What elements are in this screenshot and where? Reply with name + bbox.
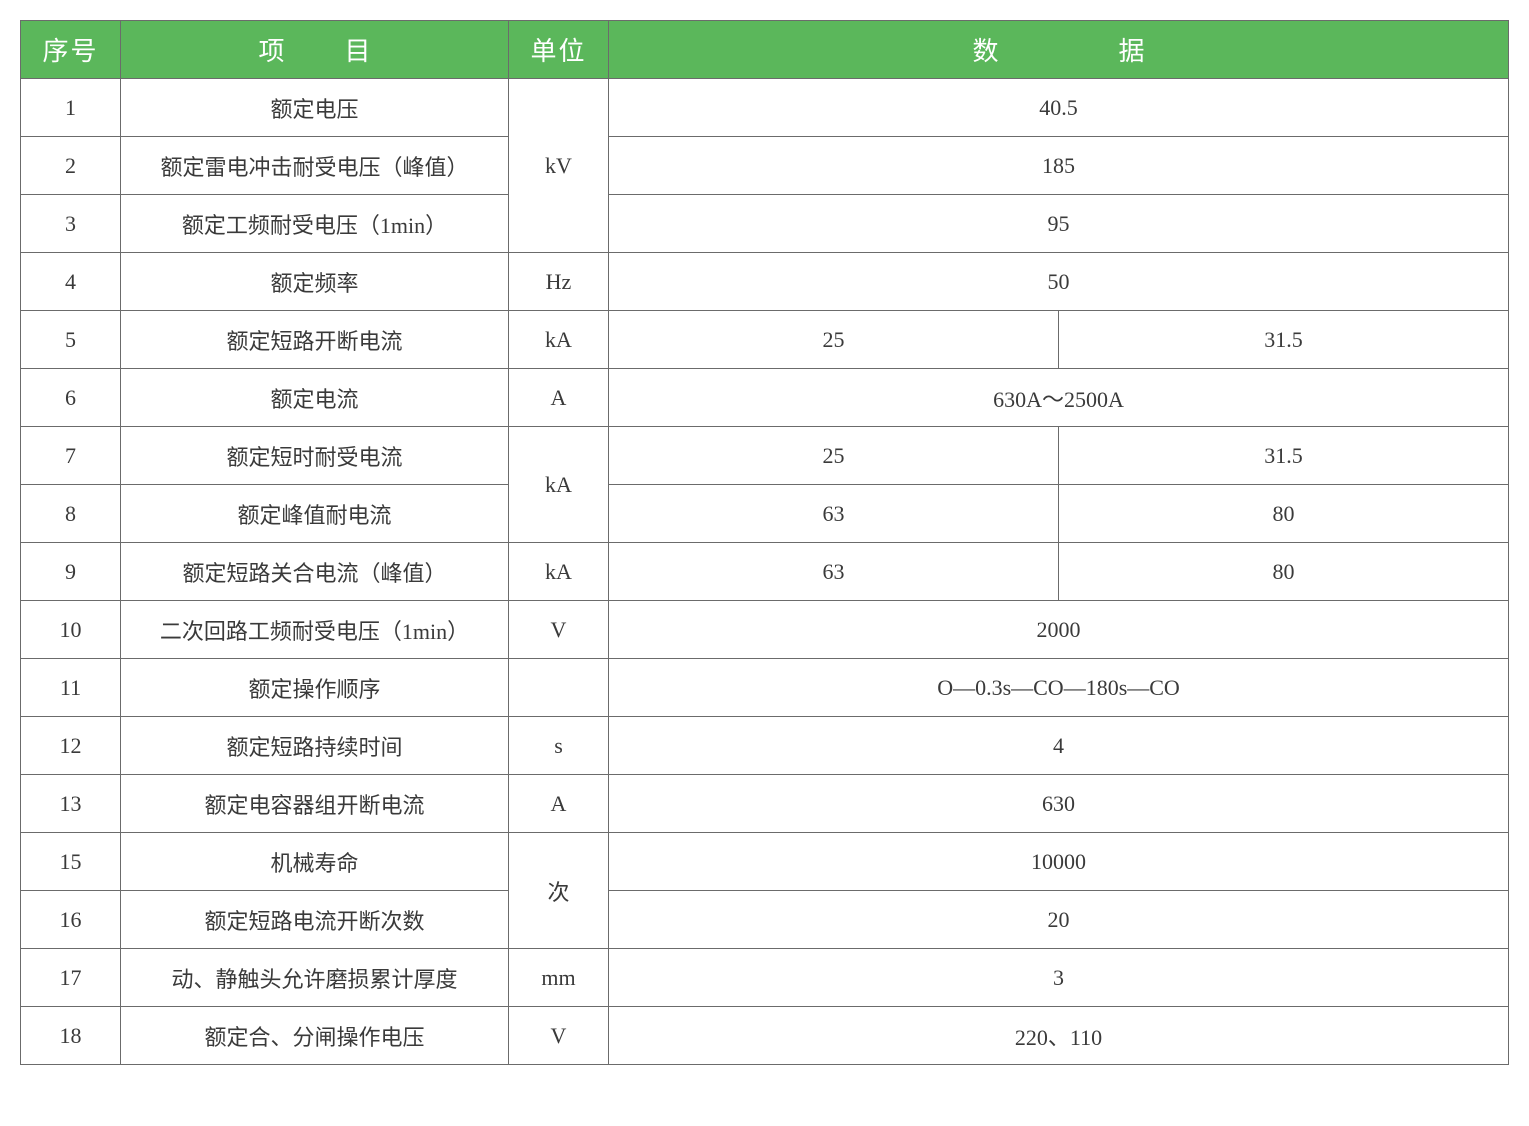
cell-num: 2 xyxy=(21,137,121,195)
cell-data-b: 80 xyxy=(1059,485,1509,543)
table-row: 8 额定峰值耐电流 63 80 xyxy=(21,485,1509,543)
cell-num: 5 xyxy=(21,311,121,369)
cell-unit: Hz xyxy=(509,253,609,311)
header-data: 数据 xyxy=(609,21,1509,79)
cell-num: 9 xyxy=(21,543,121,601)
header-unit: 单位 xyxy=(509,21,609,79)
cell-unit: kV xyxy=(509,79,609,253)
cell-unit: kA xyxy=(509,311,609,369)
table-row: 3 额定工频耐受电压（1min） 95 xyxy=(21,195,1509,253)
cell-name: 额定短时耐受电流 xyxy=(121,427,509,485)
cell-name: 额定短路持续时间 xyxy=(121,717,509,775)
cell-num: 7 xyxy=(21,427,121,485)
cell-data-a: 63 xyxy=(609,485,1059,543)
table-row: 16 额定短路电流开断次数 20 xyxy=(21,891,1509,949)
cell-data: 20 xyxy=(609,891,1509,949)
cell-unit: V xyxy=(509,1007,609,1065)
table-row: 17 动、静触头允许磨损累计厚度 mm 3 xyxy=(21,949,1509,1007)
table-row: 1 额定电压 kV 40.5 xyxy=(21,79,1509,137)
cell-num: 16 xyxy=(21,891,121,949)
cell-data: 95 xyxy=(609,195,1509,253)
cell-data-a: 25 xyxy=(609,311,1059,369)
cell-data: 40.5 xyxy=(609,79,1509,137)
cell-data: 50 xyxy=(609,253,1509,311)
cell-name: 额定操作顺序 xyxy=(121,659,509,717)
cell-data-a: 25 xyxy=(609,427,1059,485)
cell-data-b: 31.5 xyxy=(1059,427,1509,485)
table-row: 5 额定短路开断电流 kA 25 31.5 xyxy=(21,311,1509,369)
table-row: 4 额定频率 Hz 50 xyxy=(21,253,1509,311)
cell-unit: mm xyxy=(509,949,609,1007)
cell-data: 10000 xyxy=(609,833,1509,891)
table-row: 10 二次回路工频耐受电压（1min） V 2000 xyxy=(21,601,1509,659)
cell-name: 额定短路开断电流 xyxy=(121,311,509,369)
cell-name: 额定电压 xyxy=(121,79,509,137)
cell-data: 630 xyxy=(609,775,1509,833)
cell-unit xyxy=(509,659,609,717)
cell-num: 12 xyxy=(21,717,121,775)
cell-name: 额定雷电冲击耐受电压（峰值） xyxy=(121,137,509,195)
cell-unit: kA xyxy=(509,427,609,543)
cell-name: 额定短路关合电流（峰值） xyxy=(121,543,509,601)
cell-name: 机械寿命 xyxy=(121,833,509,891)
cell-data: 2000 xyxy=(609,601,1509,659)
cell-unit: V xyxy=(509,601,609,659)
cell-num: 4 xyxy=(21,253,121,311)
header-name: 项目 xyxy=(121,21,509,79)
table-row: 2 额定雷电冲击耐受电压（峰值） 185 xyxy=(21,137,1509,195)
cell-num: 17 xyxy=(21,949,121,1007)
cell-num: 18 xyxy=(21,1007,121,1065)
cell-num: 15 xyxy=(21,833,121,891)
cell-name: 额定短路电流开断次数 xyxy=(121,891,509,949)
header-num: 序号 xyxy=(21,21,121,79)
cell-name: 额定峰值耐电流 xyxy=(121,485,509,543)
table-row: 13 额定电容器组开断电流 A 630 xyxy=(21,775,1509,833)
cell-data: 185 xyxy=(609,137,1509,195)
cell-data-b: 31.5 xyxy=(1059,311,1509,369)
cell-unit: A xyxy=(509,369,609,427)
table-row: 6 额定电流 A 630A～2500A xyxy=(21,369,1509,427)
table-row: 15 机械寿命 次 10000 xyxy=(21,833,1509,891)
table-row: 12 额定短路持续时间 s 4 xyxy=(21,717,1509,775)
cell-data: 220、110 xyxy=(609,1007,1509,1065)
cell-name: 二次回路工频耐受电压（1min） xyxy=(121,601,509,659)
cell-unit: 次 xyxy=(509,833,609,949)
spec-table: 序号 项目 单位 数据 1 额定电压 kV 40.5 2 额定雷电冲击耐受电压（… xyxy=(20,20,1509,1065)
cell-data: O—0.3s—CO—180s—CO xyxy=(609,659,1509,717)
cell-unit: s xyxy=(509,717,609,775)
table-row: 18 额定合、分闸操作电压 V 220、110 xyxy=(21,1007,1509,1065)
table-row: 9 额定短路关合电流（峰值） kA 63 80 xyxy=(21,543,1509,601)
cell-num: 13 xyxy=(21,775,121,833)
table-row: 7 额定短时耐受电流 kA 25 31.5 xyxy=(21,427,1509,485)
cell-name: 动、静触头允许磨损累计厚度 xyxy=(121,949,509,1007)
cell-data: 630A～2500A xyxy=(609,369,1509,427)
cell-name: 额定频率 xyxy=(121,253,509,311)
cell-data: 4 xyxy=(609,717,1509,775)
table-row: 11 额定操作顺序 O—0.3s—CO—180s—CO xyxy=(21,659,1509,717)
cell-num: 11 xyxy=(21,659,121,717)
cell-unit: kA xyxy=(509,543,609,601)
cell-data-b: 80 xyxy=(1059,543,1509,601)
cell-num: 6 xyxy=(21,369,121,427)
cell-name: 额定电容器组开断电流 xyxy=(121,775,509,833)
cell-data-a: 63 xyxy=(609,543,1059,601)
cell-num: 10 xyxy=(21,601,121,659)
cell-name: 额定电流 xyxy=(121,369,509,427)
cell-num: 1 xyxy=(21,79,121,137)
cell-num: 3 xyxy=(21,195,121,253)
header-row: 序号 项目 单位 数据 xyxy=(21,21,1509,79)
cell-name: 额定合、分闸操作电压 xyxy=(121,1007,509,1065)
cell-data: 3 xyxy=(609,949,1509,1007)
cell-name: 额定工频耐受电压（1min） xyxy=(121,195,509,253)
cell-unit: A xyxy=(509,775,609,833)
cell-num: 8 xyxy=(21,485,121,543)
